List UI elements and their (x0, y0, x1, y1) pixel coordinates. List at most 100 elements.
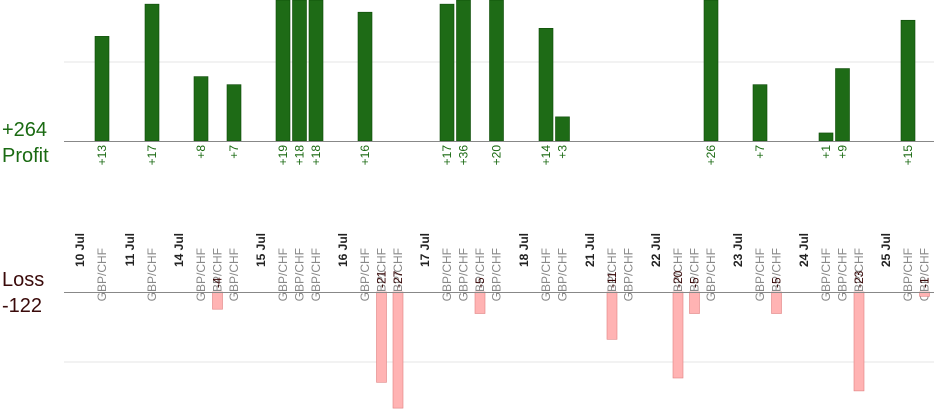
profit-value-label: +19 (276, 145, 290, 166)
profit-bar (292, 0, 307, 142)
profit-bar (94, 36, 110, 142)
symbol-label: GBP/CHF (770, 248, 784, 301)
symbol-label: GBP/CHF (901, 248, 915, 301)
symbol-label: GBP/CHF (605, 248, 619, 301)
loss-bar (689, 291, 700, 314)
loss-bar (672, 291, 684, 379)
profit-bar (144, 3, 160, 142)
symbol-label: GBP/CHF (852, 248, 866, 301)
symbol-label: GBP/CHF (836, 248, 850, 301)
date-label: 23 Jul (731, 233, 745, 267)
loss-total: -122 (2, 295, 43, 317)
loss-value-label: -1 (918, 277, 932, 288)
date-label: 14 Jul (172, 233, 186, 267)
symbol-label: GBP/CHF (490, 248, 504, 301)
symbol-label: GBP/CHF (819, 248, 833, 301)
date-label: 16 Jul (336, 233, 350, 267)
profit-bar (226, 84, 242, 142)
profit-value-label: +9 (836, 145, 850, 159)
symbol-label: GBP/CHF (688, 248, 702, 301)
profit-bar (275, 0, 291, 142)
loss-bar (853, 291, 865, 392)
loss-bar (606, 291, 618, 340)
loss-value-label: -27 (391, 270, 405, 288)
profit-value-label: +14 (539, 145, 553, 166)
profit-bar (703, 0, 719, 142)
profit-bar (456, 0, 471, 142)
date-label: 10 Jul (73, 233, 87, 267)
date-label: 24 Jul (797, 233, 811, 267)
loss-value-label: -5 (688, 277, 702, 288)
profit-value-label: +20 (490, 145, 504, 166)
profit-value-label: +26 (704, 145, 718, 166)
symbol-label: GBP/CHF (622, 248, 636, 301)
date-label: 15 Jul (254, 233, 268, 267)
loss-bar (392, 291, 404, 409)
loss-value-label: -23 (852, 270, 866, 288)
symbol-label: GBP/CHF (145, 248, 159, 301)
date-label: 21 Jul (583, 233, 597, 267)
loss-value-label: -4 (211, 277, 225, 288)
profit-label: Profit (2, 145, 49, 167)
profit-value-label: +13 (95, 145, 109, 166)
symbol-label: GBP/CHF (227, 248, 241, 301)
symbol-label: GBP/CHF (309, 248, 323, 301)
symbol-label: GBP/CHF (539, 248, 553, 301)
symbol-label: GBP/CHF (95, 248, 109, 301)
loss-value-label: -21 (375, 270, 389, 288)
loss-value-label: -11 (605, 271, 619, 288)
loss-bar (771, 291, 782, 314)
profit-value-label: +17 (440, 145, 454, 166)
symbol-label: GBP/CHF (358, 248, 372, 301)
profit-value-label: +18 (293, 145, 307, 166)
profit-value-label: +16 (358, 145, 372, 166)
profit-bar (818, 132, 834, 142)
profit-total: +264 (2, 119, 48, 141)
profit-bar (308, 0, 324, 142)
profit-bar (489, 0, 504, 142)
loss-bar (376, 291, 387, 383)
profit-value-label: +17 (145, 145, 159, 166)
profit-value-label: +3 (556, 145, 570, 159)
loss-value-label: -5 (770, 277, 784, 288)
loss-bar (212, 291, 223, 310)
profit-bar (900, 19, 916, 142)
profit-value-label: +1 (819, 145, 833, 159)
profit-bar (555, 116, 570, 142)
symbol-label: GBP/CHF (704, 248, 718, 301)
symbol-label: GBP/CHF (375, 248, 389, 301)
loss-value-label: -20 (671, 270, 685, 288)
profit-value-label: +7 (753, 145, 767, 159)
symbol-label: GBP/CHF (211, 248, 225, 301)
profit-bar (357, 11, 373, 142)
symbol-label: GBP/CHF (918, 248, 932, 301)
symbol-label: GBP/CHF (391, 248, 405, 301)
symbol-label: GBP/CHF (473, 248, 487, 301)
profit-bar (439, 3, 455, 142)
date-label: 17 Jul (418, 233, 432, 267)
date-label: 25 Jul (879, 233, 893, 267)
loss-value-label: -5 (473, 277, 487, 288)
symbol-label: GBP/CHF (276, 248, 290, 301)
symbol-label: GBP/CHF (440, 248, 454, 301)
symbol-label: GBP/CHF (753, 248, 767, 301)
profit-value-label: +18 (309, 145, 323, 166)
date-label: 22 Jul (649, 233, 663, 267)
symbol-label: GBP/CHF (457, 248, 471, 301)
profit-bar (752, 84, 768, 142)
symbol-label: GBP/CHF (293, 248, 307, 301)
profit-value-label: +36 (457, 145, 471, 166)
profit-value-label: +15 (901, 145, 915, 166)
profit-bar (193, 76, 209, 142)
profit-value-label: +8 (194, 145, 208, 159)
date-label: 11 Jul (123, 233, 137, 266)
date-label: 18 Jul (517, 233, 531, 267)
loss-bar (474, 291, 486, 314)
symbol-label: GBP/CHF (556, 248, 570, 301)
profit-bar (538, 27, 554, 142)
symbol-label: GBP/CHF (194, 248, 208, 301)
loss-label: Loss (2, 269, 45, 291)
profit-value-label: +7 (227, 145, 241, 159)
profit-bar (835, 68, 850, 142)
